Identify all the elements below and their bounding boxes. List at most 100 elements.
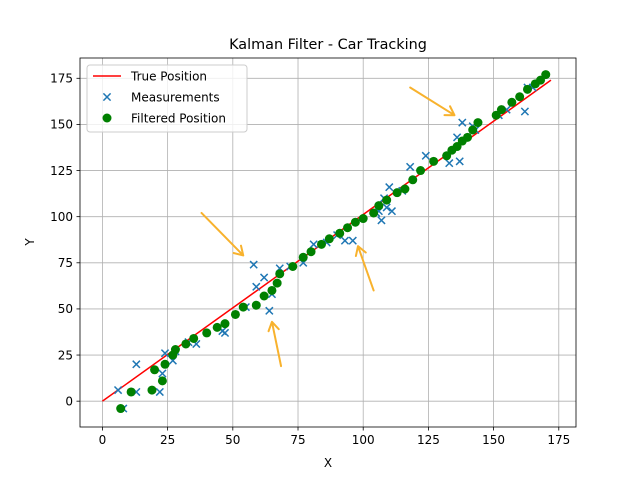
y-tick-label: 75 <box>58 256 73 270</box>
legend-label: Measurements <box>131 91 220 105</box>
filtered-point <box>157 376 167 386</box>
filtered-point <box>275 269 285 279</box>
legend-label: Filtered Position <box>131 112 226 126</box>
x-tick-label: 100 <box>352 433 375 447</box>
filtered-point <box>220 319 230 329</box>
measurement-point <box>382 203 391 212</box>
filtered-point <box>541 70 551 80</box>
measurement-point <box>421 151 430 160</box>
annotation-arrow <box>267 320 283 368</box>
filtered-point <box>496 105 506 115</box>
filtered-point <box>170 345 180 355</box>
y-tick-label: 150 <box>50 118 73 132</box>
filtered-point <box>382 195 392 205</box>
measurement-point <box>132 360 141 369</box>
measurement-point <box>309 240 318 249</box>
measurement-point <box>113 385 123 395</box>
measurement-point <box>445 159 454 168</box>
filtered-point <box>306 247 316 257</box>
measurement-point <box>377 216 386 225</box>
filtered-point <box>267 285 277 295</box>
filtered-point <box>374 201 384 211</box>
filtered-point <box>298 252 308 262</box>
annotation-arrow <box>200 211 245 257</box>
y-tick-label: 175 <box>50 72 73 86</box>
measurement-point <box>249 260 258 269</box>
legend: True Position Measurements Filtered Positi… <box>86 64 248 133</box>
filtered-point <box>358 214 368 224</box>
filtered-point <box>126 387 136 397</box>
y-tick-label: 125 <box>50 164 73 178</box>
x-tick-label: 50 <box>225 433 240 447</box>
filtered-point <box>369 208 379 218</box>
chart-title: Kalman Filter - Car Tracking <box>229 37 427 53</box>
filtered-point <box>463 132 473 142</box>
measurement-point <box>406 162 415 171</box>
filtered-point <box>392 188 402 198</box>
filtered-point <box>429 156 439 166</box>
filtered-point <box>288 261 298 271</box>
filtered-point <box>189 333 199 343</box>
filtered-point <box>400 184 410 194</box>
filtered-point <box>181 339 191 349</box>
measurement-point <box>265 306 274 315</box>
x-tick-label: 0 <box>99 433 107 447</box>
x-tick-label: 125 <box>417 433 440 447</box>
filtered-point <box>468 125 478 135</box>
y-axis-label: Y <box>23 238 37 247</box>
measurement-point <box>385 183 394 192</box>
y-tick-label: 100 <box>50 210 73 224</box>
filtered-point <box>324 234 334 244</box>
filtered-point <box>160 359 170 369</box>
legend-dot-swatch <box>102 113 112 123</box>
filtered-point <box>259 291 269 301</box>
filtered-point <box>335 228 345 238</box>
measurement-point <box>340 236 350 245</box>
filtered-point <box>350 217 360 227</box>
filtered-point <box>515 92 525 102</box>
filtered-point <box>150 365 160 375</box>
annotation-arrow <box>354 245 375 292</box>
x-tick-label: 75 <box>290 433 305 447</box>
measurement-point <box>520 107 530 116</box>
measurement-point <box>259 273 269 282</box>
y-tick-label: 50 <box>58 302 73 316</box>
measurement-point <box>155 387 164 397</box>
measurement-point <box>348 236 357 245</box>
annotation-arrow <box>409 86 456 117</box>
x-tick-label: 25 <box>160 433 175 447</box>
measurement-point <box>387 207 397 216</box>
filtered-point <box>230 309 240 319</box>
y-tick-label: 25 <box>58 348 73 362</box>
filtered-point <box>343 223 353 233</box>
measurement-point <box>252 282 261 291</box>
measurement-point <box>160 349 170 358</box>
measurement-point <box>458 118 467 127</box>
measurement-point <box>220 328 230 338</box>
x-axis-label: X <box>324 456 332 470</box>
filtered-point <box>202 328 212 338</box>
filtered-point <box>408 175 418 185</box>
filtered-point <box>522 84 532 94</box>
filtered-point <box>316 239 326 249</box>
filtered-point <box>238 302 248 312</box>
x-tick-label: 150 <box>482 433 505 447</box>
filtered-point <box>212 322 222 332</box>
legend-x-swatch <box>102 92 112 102</box>
measurement-point <box>455 157 464 166</box>
y-tick-label: 0 <box>65 394 73 408</box>
legend-box <box>86 64 248 133</box>
filtered-point <box>507 97 517 107</box>
filtered-point <box>116 404 126 414</box>
legend-label: True Position <box>130 70 207 84</box>
x-tick-label: 175 <box>547 433 570 447</box>
filtered-point <box>251 300 261 310</box>
measurement-point <box>158 369 167 378</box>
filtered-point <box>416 166 426 176</box>
filtered-point <box>147 385 157 395</box>
plot-frame <box>79 57 577 428</box>
filtered-point <box>473 118 483 128</box>
filtered-point <box>272 278 282 288</box>
